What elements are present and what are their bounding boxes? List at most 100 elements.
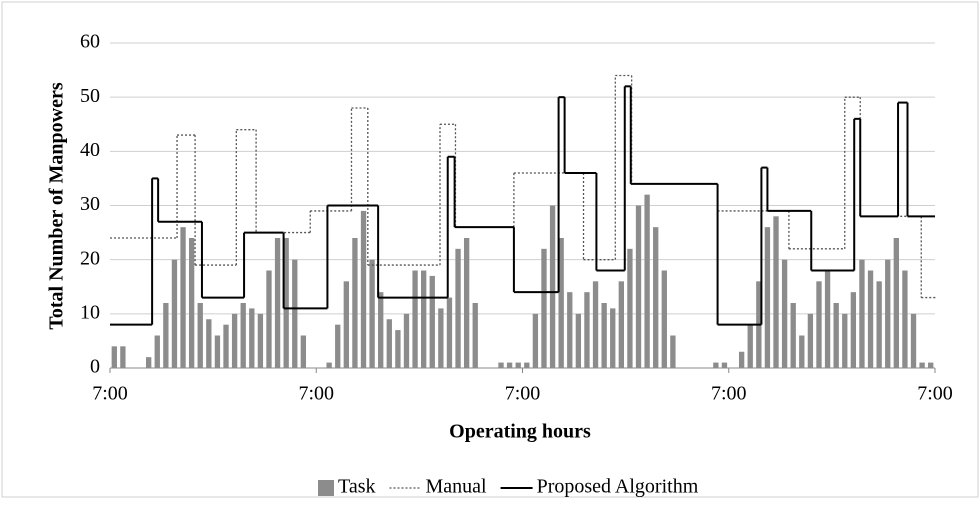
legend-label: Task	[338, 476, 375, 498]
task-bar	[266, 270, 272, 368]
task-bar	[919, 362, 925, 368]
task-bar	[799, 335, 805, 368]
task-bar	[335, 324, 341, 368]
y-tick-label: 10	[80, 301, 100, 323]
task-bar	[386, 319, 392, 368]
task-bar	[902, 270, 908, 368]
task-bar	[601, 303, 607, 368]
task-bar	[824, 270, 831, 368]
task-bar	[146, 357, 152, 368]
task-bar	[206, 319, 212, 368]
task-bar	[885, 259, 891, 368]
task-bar	[421, 270, 427, 368]
task-bar	[446, 297, 453, 368]
task-bar	[781, 259, 788, 368]
task-bar	[111, 346, 117, 368]
task-bar	[859, 259, 865, 368]
task-bar	[180, 227, 186, 368]
task-bar	[395, 330, 401, 368]
task-bar	[876, 281, 882, 368]
task-bar	[223, 324, 229, 368]
task-bar	[850, 292, 857, 368]
task-bar	[627, 248, 633, 368]
task-bar	[807, 313, 814, 368]
task-bar	[764, 227, 771, 368]
task-bar	[816, 281, 822, 368]
y-tick-label: 40	[80, 139, 100, 161]
legend-swatch	[318, 480, 334, 496]
task-bar	[558, 238, 564, 368]
task-bar	[738, 351, 745, 368]
task-bar	[592, 281, 599, 368]
task-bar	[403, 313, 410, 368]
x-tick-label: 7:00	[711, 383, 747, 405]
task-bar	[438, 308, 444, 368]
x-tick-label: 7:00	[505, 383, 541, 405]
task-bar	[188, 238, 195, 368]
task-bar	[575, 313, 582, 368]
task-bar	[928, 362, 934, 368]
task-bar	[326, 362, 332, 368]
task-bar	[240, 303, 246, 368]
task-bar	[532, 313, 539, 368]
y-tick-label: 0	[90, 356, 100, 378]
task-bar	[300, 335, 307, 368]
task-bar	[455, 248, 461, 368]
task-bar	[567, 292, 573, 368]
task-bar	[154, 335, 160, 368]
task-bar	[369, 259, 375, 368]
task-bar	[506, 362, 513, 368]
y-tick-label: 60	[80, 31, 100, 53]
task-bar	[842, 313, 848, 368]
task-bar	[412, 270, 418, 368]
task-bar	[610, 308, 616, 368]
task-bar	[773, 216, 779, 368]
task-bar	[274, 238, 281, 368]
legend-label: Manual	[425, 476, 487, 498]
y-tick-label: 20	[80, 247, 100, 269]
task-bar	[360, 210, 367, 368]
task-bar	[197, 303, 203, 368]
task-bar	[747, 324, 753, 368]
x-tick-label: 7:00	[92, 383, 128, 405]
y-tick-label: 30	[80, 193, 100, 215]
task-bar	[584, 292, 590, 368]
task-bar	[249, 308, 255, 368]
task-bar	[343, 281, 349, 368]
task-bar	[163, 303, 169, 368]
task-bar	[120, 346, 126, 368]
task-bar	[644, 194, 650, 368]
y-tick-label: 50	[80, 85, 100, 107]
task-bar	[231, 313, 238, 368]
task-bar	[472, 303, 478, 368]
x-tick-label: 7:00	[298, 383, 334, 405]
task-bar	[867, 270, 874, 368]
task-bar	[790, 303, 796, 368]
task-bar	[893, 238, 899, 368]
task-bar	[214, 335, 221, 368]
task-bar	[635, 205, 642, 368]
task-bar	[713, 362, 719, 368]
task-bar	[463, 238, 470, 368]
task-bar	[670, 335, 676, 368]
task-bar	[910, 313, 917, 368]
task-bar	[833, 303, 839, 368]
task-bar	[257, 313, 264, 368]
task-bar	[618, 281, 624, 368]
x-axis-label: Operating hours	[449, 421, 591, 443]
task-bar	[524, 362, 530, 368]
chart-frame	[1, 1, 979, 498]
task-bar	[541, 248, 547, 368]
x-tick-label: 7:00	[917, 383, 953, 405]
task-bar	[292, 259, 298, 368]
task-bar	[653, 227, 659, 368]
task-bar	[429, 275, 435, 368]
legend-label: Proposed Algorithm	[537, 476, 699, 498]
task-bar	[283, 238, 289, 368]
task-bar	[498, 362, 504, 368]
task-bar	[171, 259, 178, 368]
task-bar	[721, 362, 728, 368]
y-axis-label: Total Number of Manpowers	[46, 82, 68, 329]
task-bar	[661, 270, 667, 368]
